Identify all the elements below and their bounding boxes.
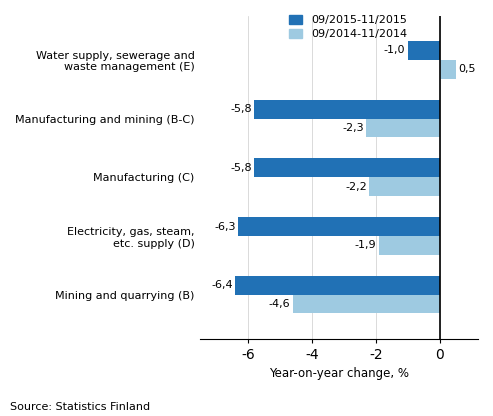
Bar [440, 60, 456, 79]
Bar [379, 236, 440, 255]
Text: -4,6: -4,6 [269, 299, 290, 309]
Text: 0,5: 0,5 [458, 64, 476, 74]
Text: Source: Statistics Finland: Source: Statistics Finland [10, 402, 150, 412]
Bar [235, 276, 440, 295]
Legend: 09/2015-11/2015, 09/2014-11/2014: 09/2015-11/2015, 09/2014-11/2014 [289, 15, 407, 39]
Text: -2,3: -2,3 [342, 123, 364, 133]
Bar [254, 100, 440, 119]
Text: -1,9: -1,9 [355, 240, 377, 250]
Text: -2,2: -2,2 [345, 182, 367, 192]
Text: -5,8: -5,8 [230, 163, 252, 173]
Text: -6,3: -6,3 [214, 222, 236, 232]
Bar [369, 177, 440, 196]
Bar [239, 217, 440, 236]
Bar [254, 158, 440, 177]
Bar [408, 41, 440, 60]
Text: -1,0: -1,0 [384, 45, 405, 55]
X-axis label: Year-on-year change, %: Year-on-year change, % [269, 367, 409, 380]
Bar [366, 119, 440, 137]
Bar [293, 295, 440, 313]
Text: -6,4: -6,4 [211, 280, 233, 290]
Text: -5,8: -5,8 [230, 104, 252, 114]
